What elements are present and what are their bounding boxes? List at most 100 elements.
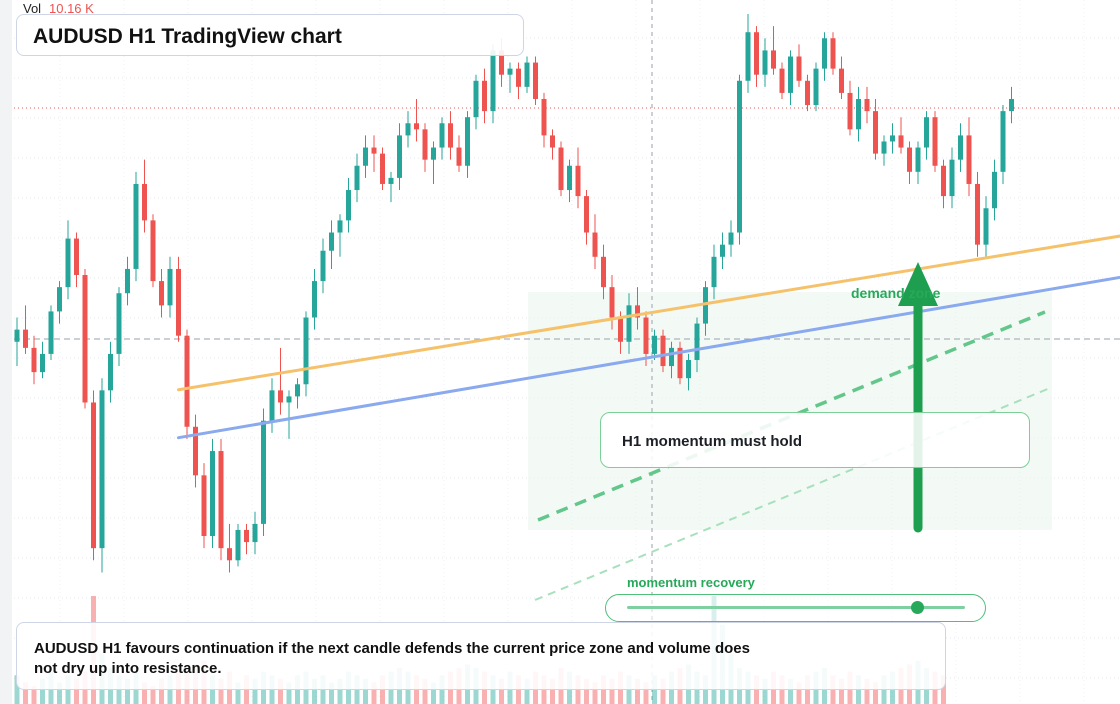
candle[interactable] [813, 62, 819, 112]
candle[interactable] [490, 44, 496, 124]
candle[interactable] [720, 232, 725, 269]
candle[interactable] [686, 353, 691, 391]
candle[interactable] [924, 111, 929, 160]
candle[interactable] [473, 74, 479, 130]
candle[interactable] [482, 68, 487, 124]
candle[interactable] [388, 171, 394, 203]
candle[interactable] [941, 159, 946, 209]
candle[interactable] [337, 214, 343, 257]
candle[interactable] [201, 463, 207, 549]
candle[interactable] [133, 171, 139, 282]
candle[interactable] [354, 153, 360, 203]
candle[interactable] [159, 268, 164, 318]
candle[interactable] [609, 275, 615, 330]
candle[interactable] [346, 177, 351, 233]
candle[interactable] [303, 311, 309, 397]
candle[interactable] [82, 268, 88, 409]
candle[interactable] [210, 438, 215, 549]
candle[interactable] [422, 123, 428, 172]
candle[interactable] [235, 523, 241, 567]
candle[interactable] [533, 56, 538, 106]
candle[interactable] [949, 147, 955, 209]
candle[interactable] [881, 135, 887, 166]
candle[interactable] [728, 220, 734, 257]
candle[interactable] [125, 256, 130, 306]
candle[interactable] [456, 135, 462, 172]
candle[interactable] [864, 86, 870, 124]
candle[interactable] [932, 111, 938, 172]
candle[interactable] [108, 341, 113, 403]
candle[interactable] [762, 38, 768, 87]
candle[interactable] [261, 408, 266, 537]
candle[interactable] [167, 256, 173, 318]
candle[interactable] [796, 44, 802, 87]
candle[interactable] [278, 347, 283, 415]
candle[interactable] [40, 341, 45, 379]
candle[interactable] [116, 287, 122, 367]
candle[interactable] [541, 92, 547, 148]
candle[interactable] [397, 123, 402, 191]
candle[interactable] [839, 56, 844, 99]
candle[interactable] [983, 196, 989, 257]
candle[interactable] [244, 523, 249, 555]
candle[interactable] [431, 141, 436, 184]
candle[interactable] [74, 232, 79, 288]
candle[interactable] [507, 62, 513, 93]
candle[interactable] [711, 244, 717, 300]
candle[interactable] [890, 123, 895, 154]
candle[interactable] [14, 317, 20, 367]
candle[interactable] [371, 135, 377, 172]
slider-knob[interactable] [911, 601, 925, 614]
candle[interactable] [635, 287, 640, 330]
candle[interactable] [567, 159, 572, 203]
candle[interactable] [584, 190, 589, 245]
candle[interactable] [329, 220, 334, 269]
candle[interactable] [142, 159, 147, 233]
candle[interactable] [193, 414, 198, 488]
candle[interactable] [898, 117, 904, 154]
momentum-recovery-slider[interactable] [605, 594, 986, 622]
candle[interactable] [252, 511, 258, 555]
candle[interactable] [465, 111, 470, 178]
candle[interactable] [65, 220, 71, 300]
candle[interactable] [286, 390, 292, 439]
candle[interactable] [184, 329, 190, 439]
candle[interactable] [771, 26, 776, 75]
candle[interactable] [524, 56, 530, 93]
candle[interactable] [592, 214, 598, 269]
candle[interactable] [575, 147, 581, 209]
candle[interactable] [737, 74, 742, 245]
candle[interactable] [99, 378, 105, 573]
candle[interactable] [915, 141, 921, 184]
candle[interactable] [48, 305, 54, 360]
candle[interactable] [269, 378, 275, 433]
candle[interactable] [907, 141, 912, 184]
candle[interactable] [176, 256, 181, 342]
candle[interactable] [601, 244, 606, 300]
candle[interactable] [516, 62, 521, 99]
candle[interactable] [448, 111, 453, 160]
candle[interactable] [830, 32, 836, 75]
candle[interactable] [966, 117, 972, 197]
candle[interactable] [218, 438, 224, 561]
candle[interactable] [626, 293, 632, 354]
candle[interactable] [703, 281, 708, 336]
candle[interactable] [295, 378, 300, 409]
candle[interactable] [958, 123, 963, 172]
candle[interactable] [779, 62, 785, 99]
candle[interactable] [856, 86, 861, 142]
candle[interactable] [320, 238, 326, 294]
candle[interactable] [847, 80, 853, 136]
candle[interactable] [439, 117, 445, 160]
candle[interactable] [363, 135, 368, 178]
candle[interactable] [1009, 86, 1014, 124]
candle[interactable] [652, 329, 657, 360]
candle[interactable] [694, 317, 700, 373]
candle[interactable] [405, 111, 411, 148]
candle[interactable] [788, 50, 793, 106]
candle[interactable] [873, 98, 878, 160]
candle[interactable] [992, 159, 997, 221]
orange-trendline[interactable] [177, 234, 1120, 392]
candle[interactable] [805, 74, 810, 112]
blue-trendline[interactable] [177, 275, 1120, 440]
